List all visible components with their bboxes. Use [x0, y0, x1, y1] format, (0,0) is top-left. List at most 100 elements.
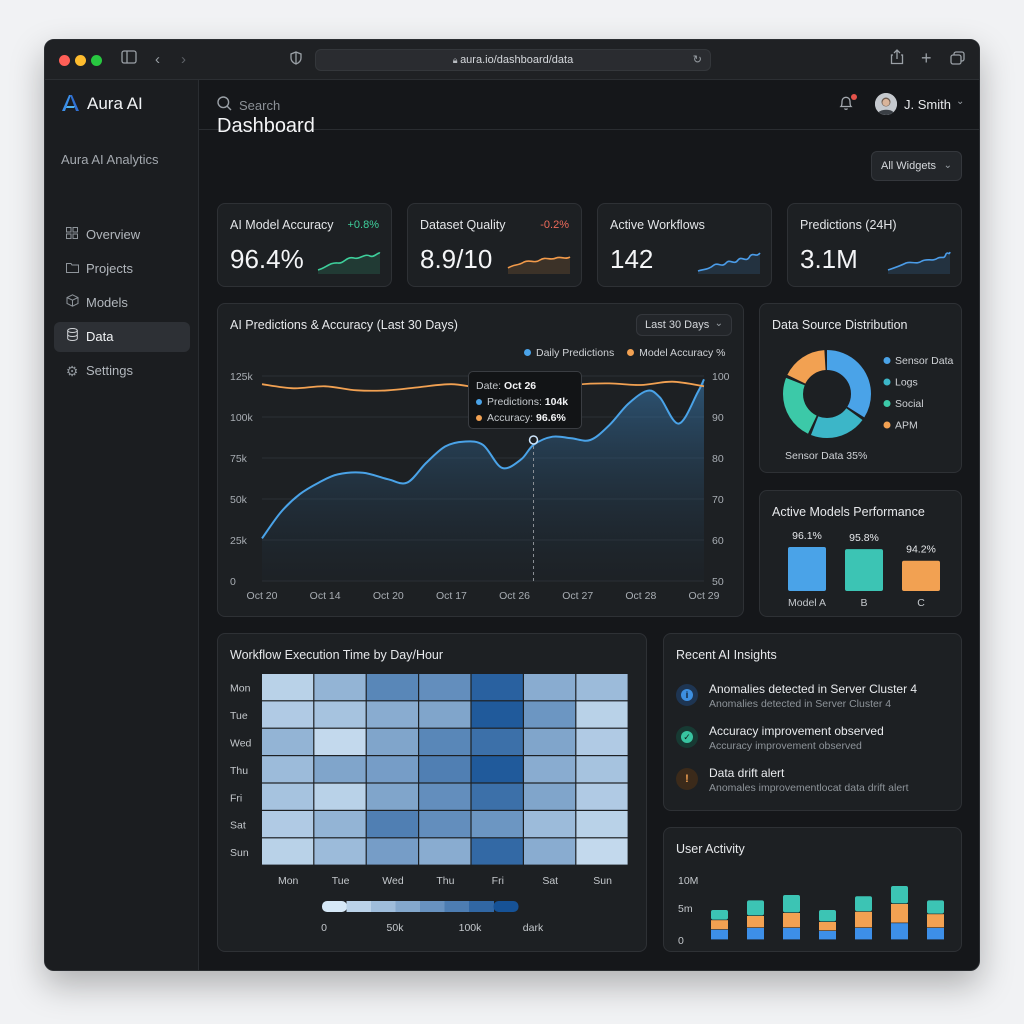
tooltip-pred-value: 104k	[544, 396, 569, 408]
sidebar-item-projects[interactable]: Projects	[54, 254, 190, 284]
sidebar-toggle-icon[interactable]	[121, 50, 137, 70]
share-icon[interactable]	[890, 49, 904, 71]
info-icon: i	[676, 684, 698, 706]
avatar[interactable]	[875, 93, 897, 115]
activity-bar-segment	[891, 923, 908, 940]
chevron-down-icon[interactable]: ⌄	[956, 96, 965, 107]
legend-label: APM	[895, 420, 918, 432]
sidebar-item-label: Overview	[86, 227, 141, 242]
card-title: Recent AI Insights	[676, 648, 777, 662]
browser-titlebar: ‹ › 🔒︎ aura.io/dashboard/data ↻ +	[45, 40, 979, 80]
donut-slice	[783, 350, 871, 438]
models-bar-chart[interactable]: 96.1% Model A 95.8% B 94.2% C	[760, 491, 963, 618]
heatmap-cell	[366, 756, 418, 783]
address-bar[interactable]: 🔒︎ aura.io/dashboard/data ↻	[315, 49, 711, 71]
sidebar-item-data[interactable]: Data	[54, 322, 190, 352]
sidebar-item-models[interactable]: Models	[54, 288, 190, 318]
legend-label: Model Accuracy %	[639, 347, 726, 359]
y2-tick-label: 60	[712, 535, 724, 547]
heatmap-card: Workflow Execution Time by Day/Hour Mon T…	[217, 633, 647, 952]
warning-icon: !	[676, 768, 698, 790]
tooltip-predictions: Predictions: 104k	[476, 394, 574, 410]
shield-icon[interactable]	[290, 51, 302, 71]
heatmap-cell	[366, 728, 418, 755]
sidebar-item-label: Data	[86, 329, 114, 344]
heatmap-cell	[314, 756, 366, 783]
bar-value-label: 96.1%	[792, 530, 822, 542]
legend-item-predictions[interactable]: Daily Predictions	[524, 347, 614, 359]
heatmap-cell	[419, 728, 471, 755]
card-title: Workflow Execution Time by Day/Hour	[230, 648, 444, 662]
highlight-point	[528, 435, 539, 445]
heatmap-cell	[419, 838, 471, 865]
activity-bar-segment	[819, 922, 836, 931]
date-range-button[interactable]: Last 30 Days ⌄	[636, 314, 732, 336]
cube-icon	[64, 288, 80, 318]
search-input[interactable]	[239, 94, 439, 116]
donut-annotation: Sensor Data 35%	[785, 450, 868, 462]
maximize-window-button[interactable]	[91, 55, 102, 66]
heatmap-cell	[576, 674, 628, 701]
heatmap-cell	[524, 701, 576, 728]
kpi-card-active-workflows[interactable]: Active Workflows 142	[597, 203, 772, 287]
close-window-button[interactable]	[59, 55, 70, 66]
activity-bar-segment	[747, 916, 764, 928]
x-tick-label: Oct 28	[625, 590, 656, 602]
bell-icon[interactable]	[839, 95, 853, 111]
workflow-heatmap[interactable]: Mon Tue Wed Thu Fri Sat Sun Mon Tue Wed Thu Fri Sat S…	[218, 634, 648, 953]
sidebar-item-overview[interactable]: Overview	[54, 220, 190, 250]
legend-label: Daily Predictions	[536, 347, 615, 359]
check-icon: ✓	[676, 726, 698, 748]
y-tick-label: 75k	[230, 453, 248, 465]
legend-item-accuracy[interactable]: Model Accuracy %	[627, 347, 726, 359]
user-activity-chart[interactable]: 0 5m 10M	[664, 828, 963, 953]
heatmap-cell	[576, 756, 628, 783]
tabs-overview-icon[interactable]	[950, 51, 965, 71]
predictions-accuracy-chart[interactable]: 0 25k 50k 75k 100k 125k 50 60 70 80 90 100 Oct 20 Oct…	[218, 304, 745, 618]
insight-subtitle: Anomales improvementlocat data drift ale…	[709, 782, 909, 794]
heatmap-cell	[471, 811, 523, 838]
new-tab-icon[interactable]: +	[921, 48, 932, 68]
minimize-window-button[interactable]	[75, 55, 86, 66]
activity-bar-segment	[783, 928, 800, 940]
data-source-donut[interactable]: Sensor Data Logs Social APM	[760, 304, 963, 474]
user-name[interactable]: J. Smith	[904, 97, 951, 112]
brand[interactable]: Aura AI	[61, 94, 143, 114]
x-tick-label: Oct 29	[689, 590, 720, 602]
heatmap-cell	[524, 811, 576, 838]
x-tick-label: Oct 20	[373, 590, 404, 602]
x-tick-label: Oct 26	[499, 590, 530, 602]
donut-slice	[783, 350, 871, 438]
legend-swatch	[524, 349, 531, 356]
heatmap-cell	[471, 838, 523, 865]
heatmap-cell	[366, 811, 418, 838]
sidebar-item-settings[interactable]: ⚙ Settings	[54, 356, 190, 386]
heatmap-cell	[576, 838, 628, 865]
y-tick-label: 100k	[230, 412, 254, 424]
sidebar-section-title: Aura AI Analytics	[61, 152, 159, 167]
sidebar-item-label: Models	[86, 295, 128, 310]
tooltip-accuracy: Accuracy: 96.6%	[476, 410, 574, 426]
heatmap-row-label: Mon	[230, 683, 251, 695]
predictions-area	[262, 379, 704, 581]
heatmap-cell	[524, 783, 576, 810]
heatmap-cell	[524, 838, 576, 865]
reload-icon[interactable]: ↻	[692, 54, 702, 66]
all-widgets-button[interactable]: All Widgets ⌄	[871, 151, 962, 181]
date-range-label: Last 30 Days	[645, 319, 710, 331]
kpi-card-dataset-quality[interactable]: Dataset Quality -0.2% 8.9/10	[407, 203, 582, 287]
heatmap-cell	[314, 674, 366, 701]
tooltip-pred-label: Predictions:	[487, 396, 542, 408]
back-icon[interactable]: ‹	[155, 51, 160, 68]
insight-glyph: ✓	[681, 731, 693, 743]
kpi-value: 3.1M	[800, 244, 858, 274]
activity-bar-segment	[855, 911, 872, 928]
heatmap-cell	[366, 838, 418, 865]
kpi-card-accuracy[interactable]: AI Model Accuracy +0.8% 96.4%	[217, 203, 392, 287]
kpi-card-predictions[interactable]: Predictions (24H) 3.1M	[787, 203, 962, 287]
heatmap-row-label: Wed	[230, 738, 252, 750]
user-activity-card: User Activity 0 5m 10M	[663, 827, 962, 952]
insight-glyph: i	[681, 689, 693, 701]
heatmap-cell	[262, 811, 314, 838]
forward-icon[interactable]: ›	[181, 51, 186, 68]
